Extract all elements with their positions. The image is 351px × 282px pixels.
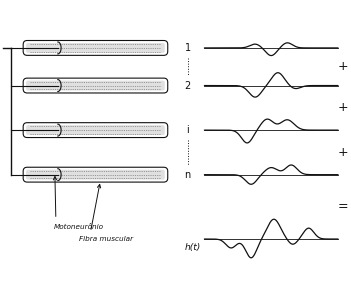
FancyBboxPatch shape — [26, 125, 165, 135]
Text: +: + — [338, 146, 348, 159]
FancyBboxPatch shape — [26, 170, 165, 180]
FancyBboxPatch shape — [23, 78, 168, 93]
Text: +: + — [338, 60, 348, 73]
Text: Fibra muscular: Fibra muscular — [79, 236, 133, 242]
Text: n: n — [184, 170, 191, 180]
Text: +: + — [338, 101, 348, 114]
Text: =: = — [338, 200, 348, 213]
FancyBboxPatch shape — [26, 81, 165, 91]
FancyBboxPatch shape — [23, 167, 168, 182]
Text: i: i — [186, 125, 189, 135]
Text: h(t): h(t) — [185, 243, 201, 252]
FancyBboxPatch shape — [26, 43, 165, 53]
Text: 2: 2 — [184, 81, 191, 91]
Text: Motoneurônio: Motoneurônio — [54, 224, 104, 230]
Text: 1: 1 — [185, 43, 191, 53]
FancyBboxPatch shape — [23, 41, 168, 55]
FancyBboxPatch shape — [23, 123, 168, 138]
